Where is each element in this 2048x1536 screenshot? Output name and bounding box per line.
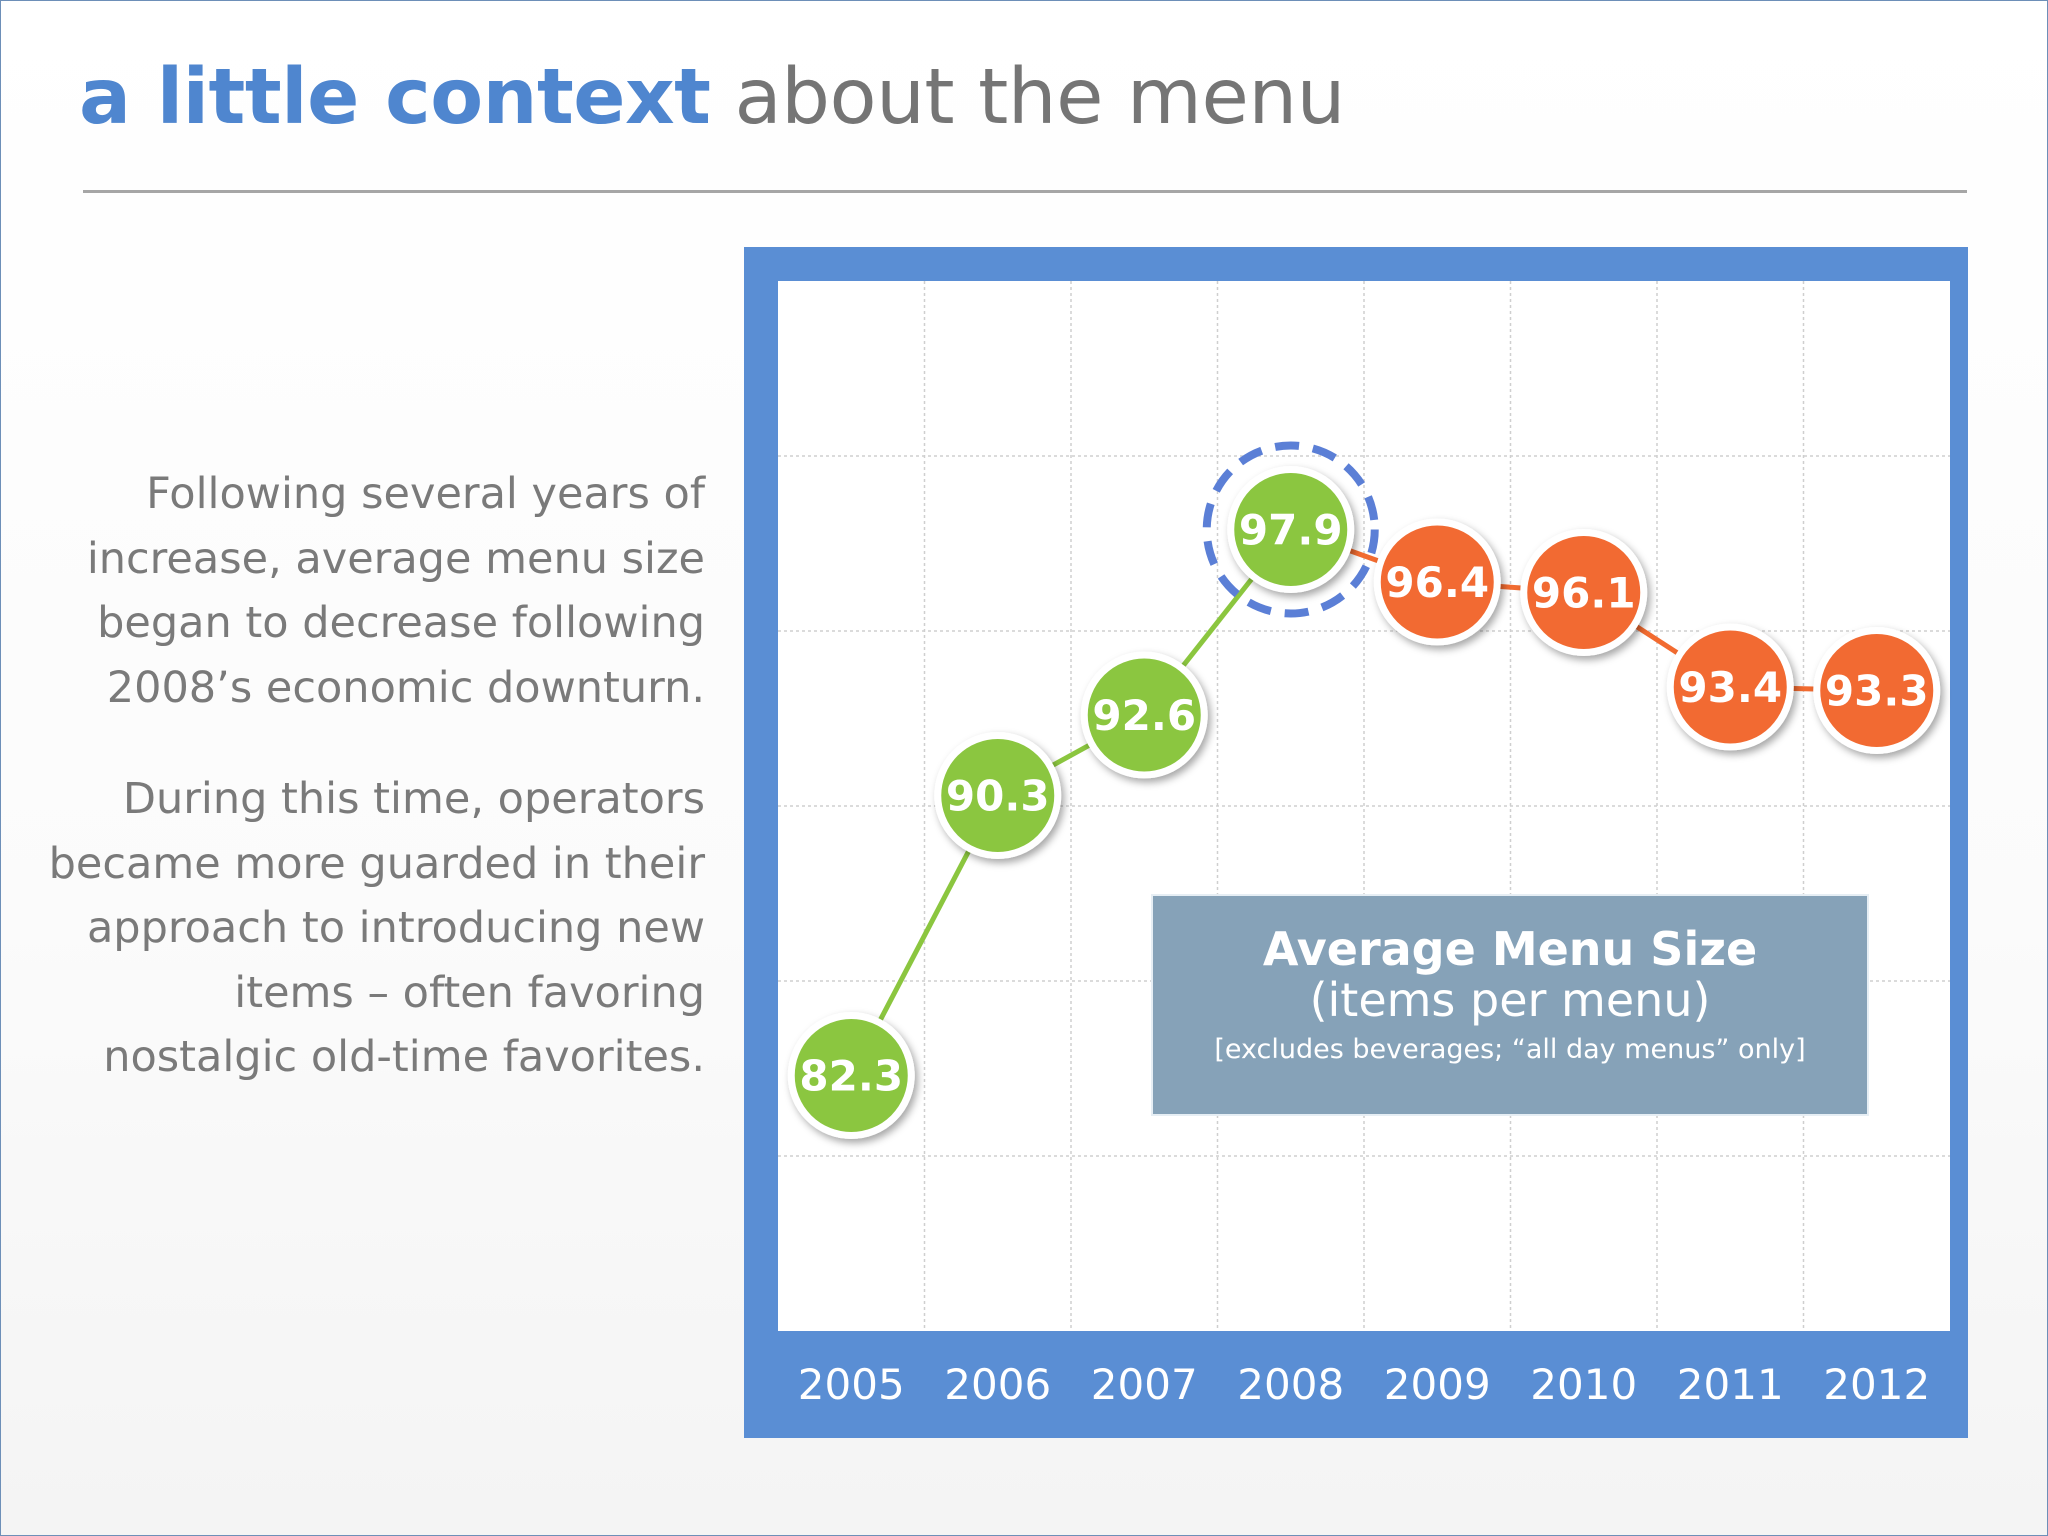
paragraph-operators: During this time, operators became more … <box>48 774 705 1082</box>
legend-subtitle: (items per menu) <box>1309 973 1711 1027</box>
title-emphasis: a little context <box>79 53 711 142</box>
data-label-2009: 96.4 <box>1385 558 1489 607</box>
data-point-2006 <box>934 732 1062 859</box>
data-point-2007 <box>1080 651 1208 779</box>
title-rest: about the menu <box>734 53 1345 142</box>
legend-note: [excludes beverages; “all day menus” onl… <box>1214 1034 1806 1065</box>
data-point-2012 <box>1813 627 1941 754</box>
chart-frame: 82.3 90.3 92.6 97.9 96.4 96.1 93.4 93.3 2005 200… <box>744 247 1968 1438</box>
title-divider <box>83 190 1967 193</box>
x-tick-label: 2012 <box>1823 1360 1931 1409</box>
data-label-2005: 82.3 <box>799 1052 903 1101</box>
x-axis-labels: 2005 2006 2007 2008 2009 2010 2011 2012 <box>778 1357 1950 1417</box>
data-point-2009 <box>1373 518 1501 646</box>
legend-title: Average Menu Size <box>1262 922 1758 976</box>
data-point-2005 <box>787 1012 915 1139</box>
plot-area: 82.3 90.3 92.6 97.9 96.4 96.1 93.4 93.3 <box>778 281 1950 1331</box>
x-tick-label: 2010 <box>1530 1360 1638 1409</box>
data-label-2008: 97.9 <box>1239 506 1343 555</box>
menu-size-chart: 82.3 90.3 92.6 97.9 96.4 96.1 93.4 93.3 <box>778 281 1950 1331</box>
paragraph-context: Following several years of increase, ave… <box>86 469 705 713</box>
x-tick-label: 2005 <box>797 1360 905 1409</box>
slide-title: a little context about the menu <box>79 53 1345 142</box>
data-label-2006: 90.3 <box>946 772 1050 821</box>
data-point-2011 <box>1666 623 1794 751</box>
x-tick-label: 2011 <box>1676 1360 1784 1409</box>
x-tick-label: 2008 <box>1237 1360 1345 1409</box>
data-label-2007: 92.6 <box>1092 691 1196 740</box>
data-label-2012: 93.3 <box>1825 667 1929 716</box>
data-label-2010: 96.1 <box>1532 569 1636 618</box>
data-label-2011: 93.4 <box>1678 663 1782 712</box>
x-tick-label: 2009 <box>1383 1360 1491 1409</box>
highlight-ring <box>1202 441 1379 618</box>
chart-legend-box: Average Menu Size (items per menu) [excl… <box>1151 894 1869 1116</box>
x-tick-label: 2007 <box>1090 1360 1198 1409</box>
x-tick-label: 2006 <box>944 1360 1052 1409</box>
data-point-2008 <box>1227 466 1355 593</box>
data-point-2010 <box>1520 529 1648 656</box>
